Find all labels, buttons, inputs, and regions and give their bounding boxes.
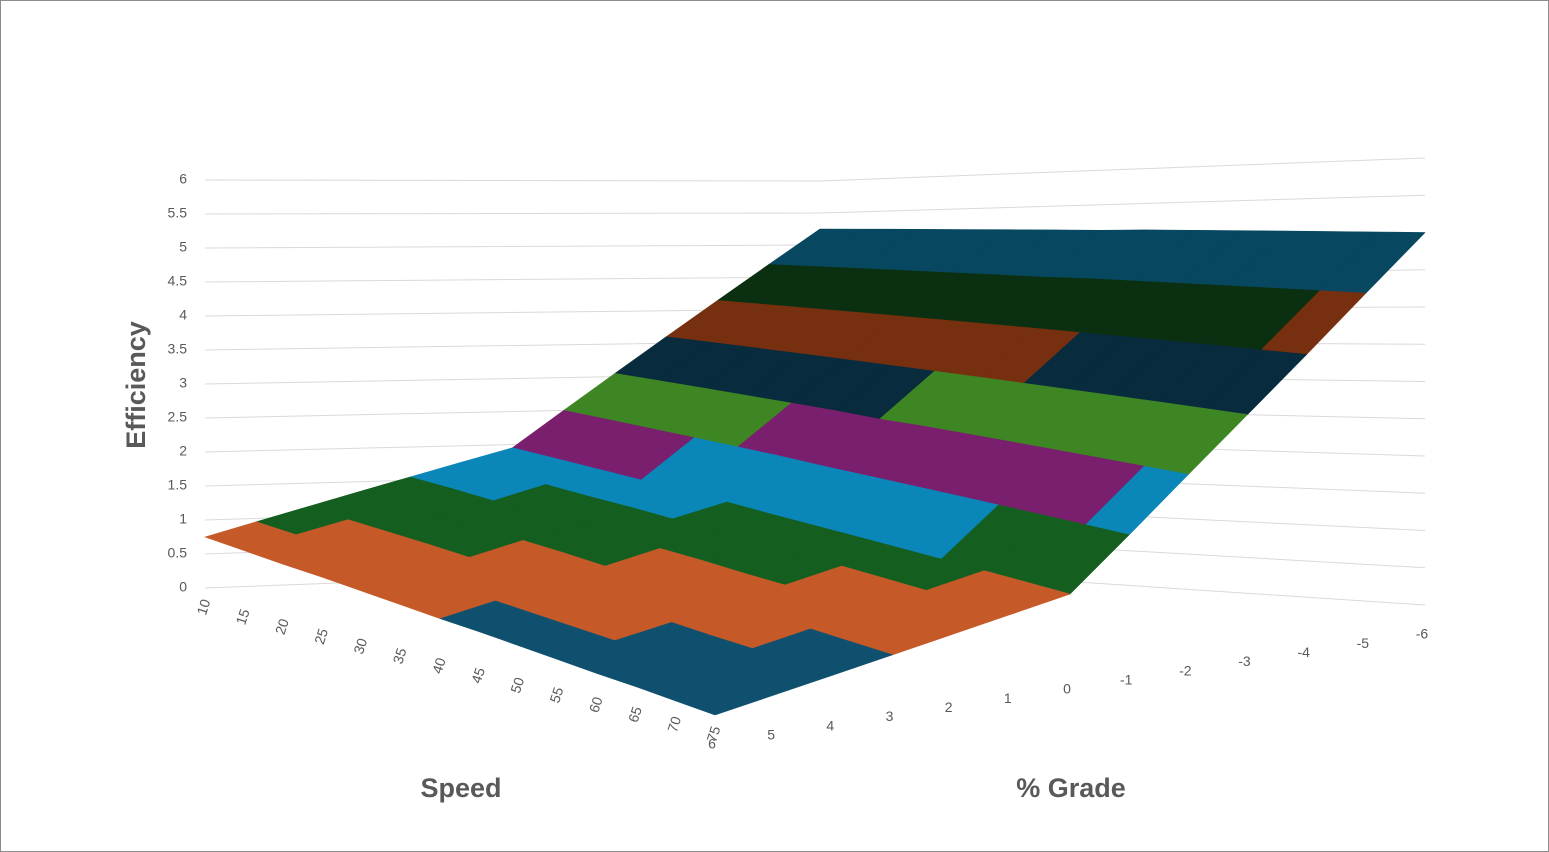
y-tick-label: 1 [1004, 690, 1012, 706]
y-tick-label: 6 [708, 736, 716, 752]
z-tick-label: 2 [179, 443, 187, 459]
x-tick-label: 55 [546, 685, 566, 705]
y-tick-label: -5 [1357, 635, 1370, 651]
y-tick-label: 5 [767, 727, 775, 743]
z-tick-label: 0 [179, 579, 187, 595]
x-tick-label: 75 [703, 724, 723, 744]
x-tick-label: 20 [272, 616, 292, 636]
x-tick-label: 30 [350, 636, 370, 656]
y-tick-label: 2 [945, 699, 953, 715]
x-tick-label: 35 [389, 646, 409, 666]
z-tick-label: 4 [179, 307, 187, 323]
z-tick-label: 5.5 [168, 205, 188, 221]
y-tick-label: 4 [826, 717, 834, 733]
y-tick-label: -1 [1120, 672, 1133, 688]
surface-cell [675, 681, 775, 716]
z-tick-label: 3.5 [168, 341, 188, 357]
x-tick-label: 15 [233, 607, 253, 627]
y-tick-label: -6 [1416, 626, 1429, 642]
z-tick-label: 3 [179, 375, 187, 391]
x-tick-label: 65 [625, 704, 645, 724]
z-tick-label: 6 [179, 171, 187, 187]
y-tick-label: -3 [1238, 653, 1251, 669]
y-axis-title: % Grade [1016, 773, 1126, 803]
z-tick-label: 0.5 [168, 545, 188, 561]
z-axis-title: Efficiency [121, 321, 151, 449]
x-tick-label: 40 [429, 656, 449, 676]
x-tick-label: 10 [193, 597, 213, 617]
z-tick-label: 2.5 [168, 409, 188, 425]
z-tick-label: 4.5 [168, 273, 188, 289]
z-tick-label: 5 [179, 239, 187, 255]
x-tick-label: 50 [507, 675, 527, 695]
y-tick-label: -2 [1179, 662, 1192, 678]
x-tick-label: 25 [311, 626, 331, 646]
x-axis-title: Speed [420, 773, 501, 803]
y-tick-label: 3 [886, 708, 894, 724]
x-tick-label: 70 [664, 714, 684, 734]
x-tick-label: 45 [468, 665, 488, 685]
y-tick-label: 0 [1063, 681, 1071, 697]
grid-line [204, 194, 1426, 215]
y-tick-label: -4 [1297, 644, 1310, 660]
x-tick-label: 60 [586, 695, 606, 715]
grid-line [204, 157, 1426, 182]
z-tick-label: 1 [179, 511, 187, 527]
z-tick-label: 1.5 [168, 477, 188, 493]
